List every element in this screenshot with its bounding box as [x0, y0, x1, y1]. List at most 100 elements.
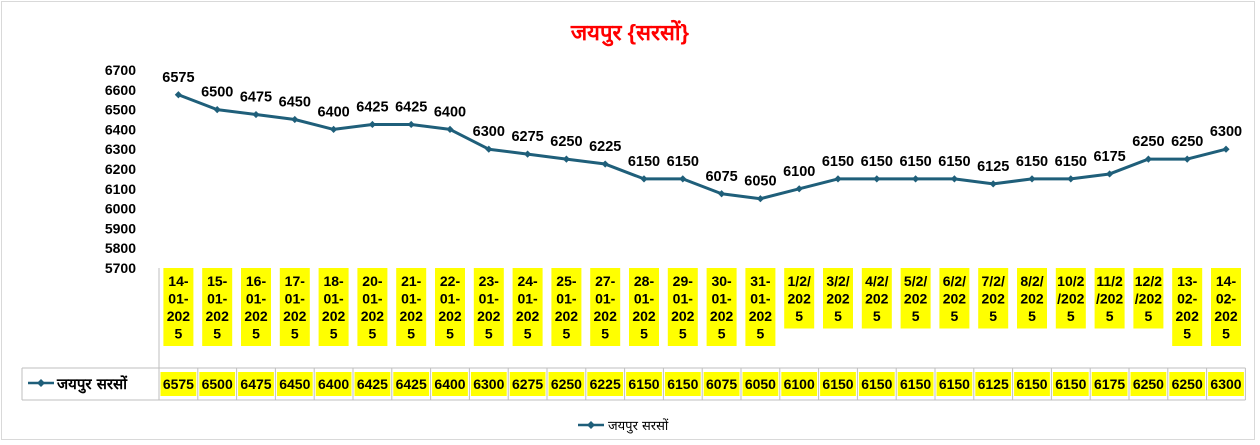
table-cell-highlight	[1208, 372, 1244, 396]
x-category-label: 14- 01-202 5	[163, 268, 194, 346]
table-cell-highlight	[742, 372, 779, 396]
data-label: 6050	[744, 174, 776, 190]
data-label: 6150	[667, 154, 699, 170]
x-category-line: 1/2/	[788, 273, 811, 289]
x-category-line: 01-	[246, 291, 267, 307]
x-category-line: 01-	[285, 291, 306, 307]
x-category-label: 18- 01-202 5	[318, 268, 349, 346]
x-category-line: 20-	[362, 273, 383, 289]
x-category-line: 13-	[1177, 273, 1198, 289]
table-cell: 6275	[512, 376, 543, 392]
table-cell-highlight	[199, 372, 236, 396]
x-category-line: 202	[1176, 308, 1200, 324]
table-cell: 6150	[822, 376, 853, 392]
x-category-line: /202	[1135, 291, 1162, 307]
table-cell: 6150	[1055, 376, 1086, 392]
data-point	[407, 120, 415, 129]
x-category-label: 13- 02-202 5	[1172, 268, 1203, 346]
data-label: 6125	[977, 159, 1009, 175]
data-point	[601, 160, 609, 168]
x-category-label: 30- 01-202 5	[706, 268, 737, 346]
x-category-line: 202	[594, 308, 618, 324]
data-label: 6150	[899, 154, 931, 170]
data-label: 6075	[705, 169, 737, 185]
x-axis-category-labels: 14-01-202515-01-202516-01-202517-01-2025…	[163, 268, 1241, 346]
x-category-line: 01-	[673, 291, 694, 307]
x-category-line: 5	[407, 326, 415, 342]
table-cell-highlight	[432, 372, 468, 396]
x-category-label: 22- 01-202 5	[435, 268, 465, 346]
x-category-highlight	[784, 268, 815, 329]
x-category-label: 28- 01-202 5	[629, 268, 659, 346]
table-cell: 6425	[396, 376, 427, 392]
data-table: जयपुर सरसों 6575 6500 6475 6450 6400 6425 6425 6…	[21, 268, 1246, 401]
x-category-label: 17- 01-202 5	[279, 268, 310, 346]
table-cell-highlight	[664, 372, 701, 396]
data-label: 6150	[1016, 154, 1048, 170]
x-category-line: 27-	[595, 273, 616, 289]
data-label: 6475	[240, 90, 272, 106]
data-label: 6150	[938, 154, 970, 170]
x-category-label: 23- 01-202 5	[473, 268, 504, 346]
table-cell: 6450	[279, 376, 310, 392]
series-line	[177, 93, 1227, 201]
x-category-line: 5	[757, 326, 765, 342]
x-category-line: 202	[477, 308, 501, 324]
data-label: 6400	[317, 104, 349, 120]
data-label: 6425	[395, 99, 427, 115]
table-cell: 6150	[900, 376, 931, 392]
x-category-line: 5	[912, 308, 920, 324]
data-point	[1106, 170, 1114, 178]
x-category-line: 11/2	[1096, 273, 1123, 289]
x-category-line: 202	[632, 308, 656, 324]
y-tick-label: 6300	[105, 141, 136, 157]
y-tick-label: 5700	[105, 260, 136, 276]
x-category-line: 5	[640, 326, 648, 342]
x-category-line: 02-	[1177, 291, 1198, 307]
table-cell: 6425	[357, 376, 388, 392]
data-label: 6100	[783, 164, 815, 180]
x-category-line: 16-	[246, 273, 267, 289]
x-category-label: 25- 01-202 5	[551, 268, 582, 346]
x-category-line: 5	[951, 308, 959, 324]
x-category-line: 30-	[711, 273, 732, 289]
x-category-highlight	[551, 268, 582, 346]
x-category-highlight	[1094, 268, 1125, 329]
y-tick-label: 6600	[105, 82, 136, 98]
x-category-highlight	[318, 268, 349, 346]
data-label: 6275	[511, 129, 543, 145]
x-category-line: 01-	[207, 291, 228, 307]
x-category-highlight	[939, 268, 970, 329]
table-cell-highlight	[393, 372, 430, 396]
x-category-line: 01-	[168, 291, 189, 307]
data-label: 6425	[356, 99, 388, 115]
y-tick-label: 5900	[105, 220, 136, 236]
table-cell-highlight	[238, 372, 274, 396]
x-category-line: 5	[291, 326, 299, 342]
legend-series-name: जयपुर सरसों	[608, 418, 669, 434]
x-category-line: 21-	[401, 273, 422, 289]
y-tick-label: 6400	[105, 121, 136, 137]
x-category-line: 202	[943, 291, 967, 307]
x-category-line: 202	[438, 308, 462, 324]
data-label: 6150	[861, 154, 893, 170]
x-category-label: 21- 01-202 5	[396, 268, 427, 346]
x-category-line: 6/2/	[943, 273, 966, 289]
data-label: 6175	[1093, 149, 1125, 165]
table-cell-highlight	[1052, 372, 1089, 396]
x-category-line: 5	[679, 326, 687, 342]
data-point	[213, 106, 221, 114]
data-point	[756, 195, 764, 203]
x-category-highlight	[357, 268, 388, 346]
x-category-highlight	[396, 268, 427, 346]
x-category-line: 01-	[401, 291, 422, 307]
table-cell: 6050	[745, 376, 776, 392]
table-cell-highlight	[509, 372, 546, 396]
x-category-label: 31- 01-202 5	[745, 268, 776, 346]
